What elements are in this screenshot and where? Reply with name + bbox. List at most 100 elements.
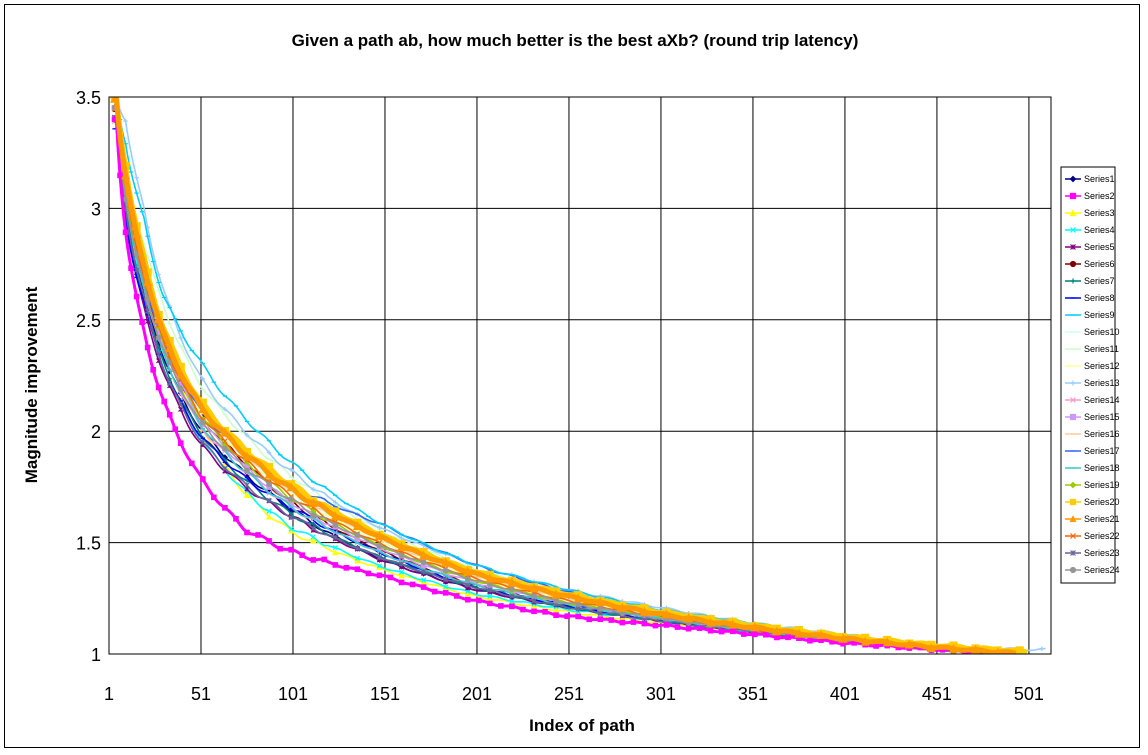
- series-point: [419, 550, 429, 560]
- series-19: [111, 103, 1009, 654]
- series-point: [487, 593, 493, 599]
- legend-item: Series21: [1065, 514, 1120, 524]
- series-point: [398, 569, 405, 575]
- legend-marker: [1070, 380, 1076, 386]
- legend-item: Series15: [1065, 412, 1120, 422]
- series-point: [154, 313, 164, 323]
- x-tick-label: 301: [646, 684, 676, 704]
- series-point: [464, 590, 471, 597]
- legend-box: [1060, 166, 1116, 584]
- series-line: [114, 108, 998, 654]
- series-point: [551, 589, 561, 599]
- series-point: [121, 170, 131, 180]
- legend-item: Series11: [1065, 344, 1119, 354]
- series-line: [114, 107, 1009, 654]
- series-point: [288, 511, 294, 516]
- plot-border: [108, 96, 1052, 655]
- series-point: [662, 609, 671, 619]
- legend-marker: [1069, 209, 1077, 217]
- series-point: [420, 584, 427, 590]
- series-point: [128, 265, 134, 271]
- series-line: [114, 106, 1009, 654]
- series-10: [112, 109, 1009, 654]
- series-point: [774, 634, 780, 641]
- series-point: [255, 532, 261, 538]
- legend-label: Series13: [1084, 378, 1120, 388]
- series-point: [321, 556, 328, 563]
- series-16: [115, 97, 1009, 654]
- series-point: [750, 622, 760, 632]
- legend-item: Series17: [1065, 446, 1120, 456]
- series-line: [114, 127, 991, 654]
- legend-label: Series9: [1084, 310, 1115, 320]
- series-point: [188, 460, 195, 467]
- series-point: [728, 619, 738, 629]
- series-point: [443, 577, 449, 583]
- series-point: [441, 557, 451, 567]
- series-point: [509, 603, 515, 610]
- legend-item: Series19: [1065, 480, 1120, 490]
- legend-label: Series8: [1084, 293, 1115, 303]
- series-point: [575, 613, 581, 620]
- series-point: [143, 277, 153, 286]
- y-tick-label: 1: [91, 645, 101, 665]
- series-point: [617, 602, 627, 612]
- series-point: [332, 548, 339, 556]
- series-line: [114, 108, 998, 654]
- series-12: [112, 105, 1009, 654]
- series-point: [288, 496, 294, 502]
- legend-marker: [1069, 192, 1077, 200]
- legend-label: Series3: [1084, 208, 1115, 218]
- series-point: [652, 622, 659, 629]
- legend-label: Series21: [1084, 514, 1120, 524]
- series-point: [310, 525, 316, 531]
- series-point: [509, 593, 515, 599]
- series-point: [288, 526, 294, 532]
- legend-item: Series2: [1065, 191, 1115, 201]
- series-point: [308, 497, 318, 507]
- series-point: [222, 445, 228, 452]
- series-point: [573, 593, 583, 603]
- series-point: [785, 634, 791, 641]
- series-point: [277, 545, 283, 552]
- series-point: [387, 574, 394, 581]
- series-point: [718, 628, 725, 635]
- y-tick-label: 3.5: [76, 88, 101, 108]
- series-point: [332, 534, 338, 541]
- series-17: [112, 97, 1017, 654]
- x-tick-label: 251: [554, 684, 584, 704]
- series-point: [597, 616, 604, 623]
- x-tick-label: 501: [1014, 684, 1044, 704]
- series-point: [211, 494, 217, 501]
- y-tick-label: 2: [91, 422, 101, 442]
- series-point: [200, 376, 206, 382]
- series-point: [233, 515, 239, 522]
- series-point: [166, 411, 173, 418]
- series-point: [156, 272, 161, 277]
- series-point: [365, 570, 372, 577]
- series-point: [266, 508, 272, 514]
- series-point: [178, 401, 184, 407]
- series-line: [115, 97, 1009, 654]
- series-point: [123, 118, 128, 124]
- legend-item: Series22: [1065, 531, 1120, 541]
- series-point: [453, 593, 460, 599]
- series-point: [1015, 646, 1024, 654]
- legend-label: Series1: [1084, 174, 1115, 184]
- legend-label: Series15: [1084, 412, 1120, 422]
- legend-marker: [1070, 227, 1076, 233]
- series-point: [166, 359, 173, 366]
- legend-label: Series23: [1084, 548, 1120, 558]
- series-point: [161, 398, 167, 405]
- series-point: [674, 624, 681, 630]
- series-point: [266, 538, 272, 544]
- series-point: [751, 631, 758, 638]
- legend-marker: [1069, 566, 1077, 574]
- legend-marker: [1069, 498, 1077, 506]
- series-line: [114, 105, 1009, 654]
- series-point: [487, 581, 493, 588]
- series-point: [354, 556, 361, 564]
- legend-item: Series13: [1065, 378, 1120, 388]
- series-line: [114, 120, 998, 654]
- series-point: [597, 605, 604, 612]
